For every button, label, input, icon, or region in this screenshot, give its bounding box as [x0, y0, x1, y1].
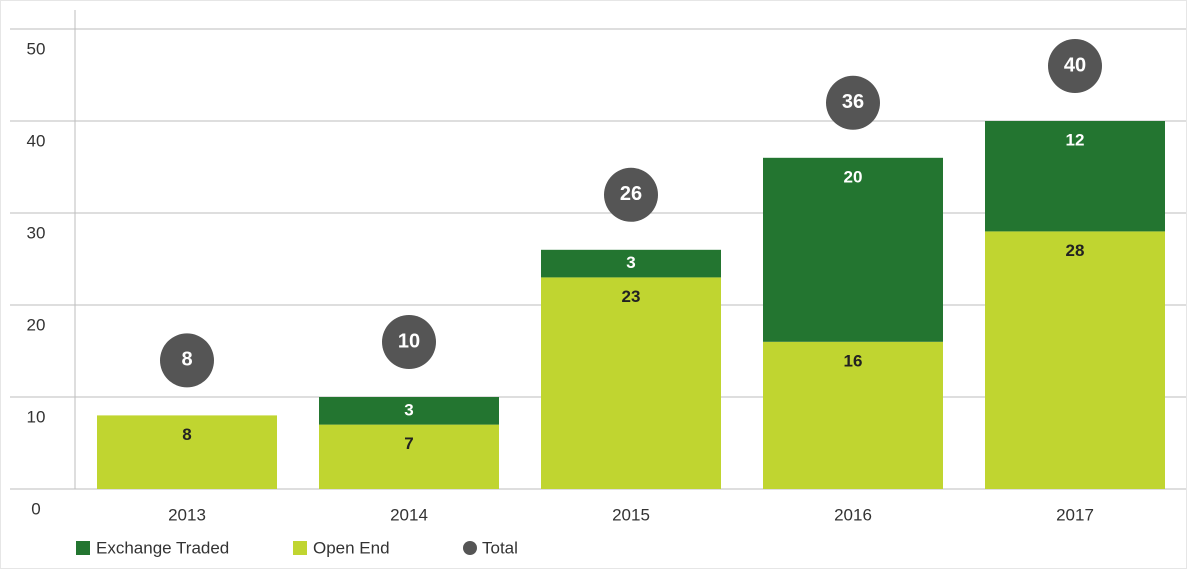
x-tick-label: 2014	[390, 505, 428, 524]
y-tick-label: 40	[27, 131, 46, 150]
total-label: 26	[620, 183, 642, 205]
bar-segment	[763, 157, 943, 342]
bar-segment	[541, 249, 721, 278]
y-tick-label: 20	[27, 315, 46, 334]
value-label: 12	[1066, 130, 1085, 149]
value-label: 16	[844, 351, 863, 370]
y-tick-label: 0	[31, 499, 40, 518]
y-tick-label: 50	[27, 39, 46, 58]
bar-segment	[319, 397, 499, 425]
value-label: 3	[404, 400, 413, 419]
total-marker	[1048, 39, 1102, 93]
bar-segment	[985, 121, 1165, 232]
x-tick-label: 2016	[834, 505, 872, 524]
total-marker	[160, 333, 214, 388]
legend-label: Total	[482, 538, 518, 557]
total-marker	[604, 167, 658, 222]
value-label: 20	[844, 167, 863, 186]
legend-label: Open End	[313, 538, 390, 557]
x-tick-label: 2017	[1056, 505, 1094, 524]
x-tick-label: 2013	[168, 505, 206, 524]
legend-swatch	[293, 541, 307, 555]
value-label: 23	[622, 287, 641, 306]
bar-segment	[319, 424, 499, 489]
value-label: 7	[404, 434, 413, 453]
legend-swatch	[76, 541, 90, 555]
value-label: 3	[626, 253, 635, 272]
x-tick-label: 2015	[612, 505, 650, 524]
bar-segment	[541, 277, 721, 489]
total-label: 40	[1064, 54, 1086, 76]
bar-segment	[985, 231, 1165, 489]
value-label: 8	[182, 425, 191, 444]
bar-segment	[763, 341, 943, 489]
total-label: 36	[842, 91, 864, 113]
total-marker	[382, 315, 436, 369]
value-label: 28	[1066, 241, 1085, 260]
y-tick-label: 10	[27, 407, 46, 426]
total-marker	[826, 75, 880, 130]
bar-segment	[97, 415, 277, 489]
total-label: 10	[398, 330, 420, 352]
y-tick-label: 30	[27, 223, 46, 242]
legend-swatch	[463, 541, 477, 555]
total-label: 8	[181, 349, 192, 371]
legend-label: Exchange Traded	[96, 538, 229, 557]
